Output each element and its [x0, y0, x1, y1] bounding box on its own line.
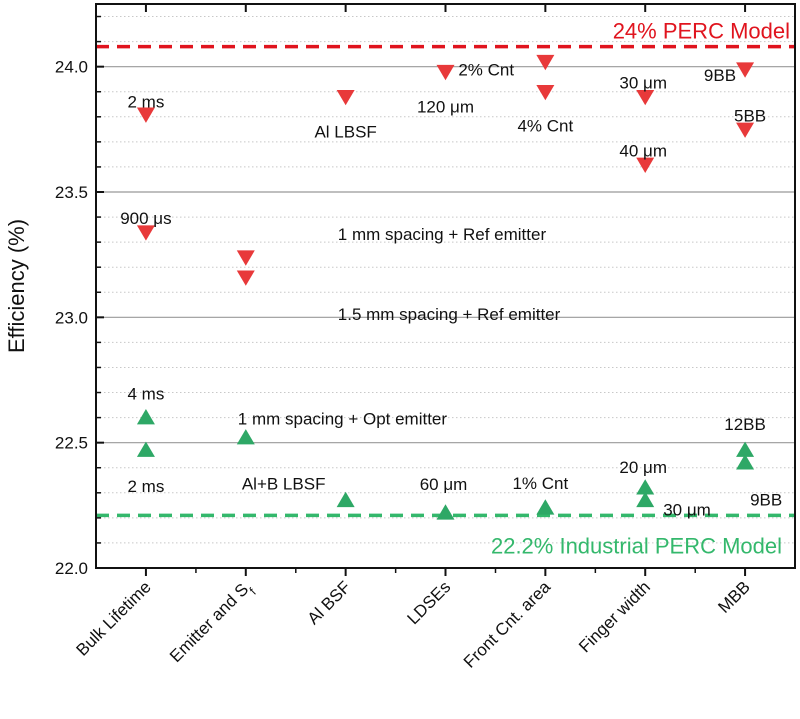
x-tick-label: Bulk Lifetime — [73, 577, 155, 659]
point-label: 4% Cnt — [517, 117, 573, 136]
data-point-triangle-up — [436, 504, 455, 520]
data-point-triangle-down — [536, 54, 555, 71]
point-label: 60 μm — [420, 475, 468, 494]
data-point-triangle-down — [536, 84, 555, 101]
y-tick-label: 22.5 — [55, 434, 88, 453]
data-point-triangle-up — [136, 409, 155, 425]
point-label: 20 μm — [619, 458, 667, 477]
data-point-triangle-down — [236, 270, 255, 286]
data-point-triangle-down — [236, 250, 255, 266]
y-tick-label: 23.5 — [55, 183, 88, 202]
y-tick-label: 24.0 — [55, 58, 88, 77]
point-label: 1 mm spacing + Ref emitter — [338, 225, 547, 244]
data-point-triangle-up — [636, 479, 655, 495]
point-label: 9BB — [750, 491, 782, 510]
point-label: 120 μm — [417, 98, 474, 117]
reference-lines: 24% PERC Model 22.2% Industrial PERC Mode… — [96, 19, 795, 558]
point-label: 12BB — [724, 415, 766, 434]
data-point-triangle-down — [736, 122, 755, 138]
data-point-triangle-up — [736, 454, 755, 470]
data-point-triangle-up — [336, 491, 355, 508]
x-tick-label: Al BSF — [304, 577, 355, 628]
reference-line-label: 22.2% Industrial PERC Model — [491, 533, 782, 558]
data-point-triangle-down — [436, 64, 455, 81]
point-label: 5BB — [734, 106, 766, 125]
point-label: 1 mm spacing + Opt emitter — [238, 410, 448, 429]
data-point-triangle-down — [636, 89, 655, 106]
data-point-triangle-down — [136, 107, 155, 123]
x-tick-label: Emitter and Sf — [166, 577, 259, 670]
reference-line-label: 24% PERC Model — [613, 19, 790, 44]
data-point-triangle-up — [736, 441, 755, 457]
x-tick-label: Front Cnt. area — [460, 577, 555, 672]
data-point-triangle-up — [536, 499, 555, 515]
x-tick-label: Finger width — [575, 577, 654, 656]
x-tick-label: LDSEs — [403, 577, 454, 628]
y-tick-label: 23.0 — [55, 308, 88, 327]
point-label: Al LBSF — [314, 123, 376, 142]
point-label: Al+B LBSF — [242, 474, 326, 493]
data-point-triangle-up — [636, 491, 655, 508]
point-label: 30 μm — [619, 74, 667, 93]
point-label: 40 μm — [619, 141, 667, 160]
x-tick-label: MBB — [714, 577, 753, 616]
data-point-triangle-down — [336, 89, 355, 106]
point-label: 900 μs — [120, 209, 171, 228]
point-label: 30 μm — [663, 500, 711, 519]
point-label: 2 ms — [128, 92, 165, 111]
point-label: 1.5 mm spacing + Ref emitter — [338, 305, 561, 324]
point-label: 1% Cnt — [512, 474, 568, 493]
data-point-triangle-down — [136, 225, 155, 241]
data-point-triangle-down — [636, 157, 655, 173]
y-axis-label: Efficiency (%) — [4, 219, 29, 353]
point-label: 9BB — [704, 66, 736, 85]
data-point-triangle-up — [236, 429, 255, 445]
point-label: 2% Cnt — [458, 61, 514, 80]
data-point-triangle-down — [736, 62, 755, 78]
point-label: 2 ms — [128, 477, 165, 496]
data-point-triangle-up — [136, 441, 155, 457]
point-labels: 2 ms 900 μs 1 mm spacing + Ref emitter 1.5 … — [120, 61, 782, 520]
y-tick-label: 22.0 — [55, 559, 88, 578]
point-label: 4 ms — [128, 385, 165, 404]
grid — [96, 16, 795, 544]
data-points — [136, 54, 755, 520]
